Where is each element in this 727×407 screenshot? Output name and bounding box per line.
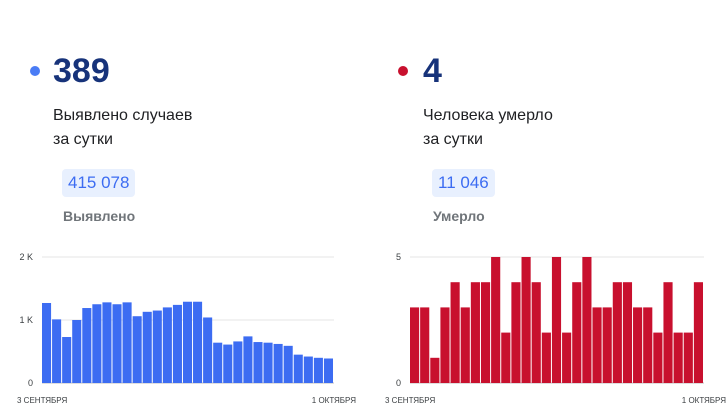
- deaths-bar[interactable]: [602, 307, 612, 383]
- cases-x-tick-label: 3 СЕНТЯБРЯ: [17, 396, 67, 405]
- cases-bar[interactable]: [273, 343, 283, 383]
- deaths-bar[interactable]: [582, 257, 592, 383]
- cases-description: Выявлено случаев за сутки: [53, 104, 192, 152]
- deaths-bar[interactable]: [633, 307, 643, 383]
- cases-panel: 389 Выявлено случаев за сутки 415 078 Вы…: [0, 0, 360, 407]
- deaths-panel: 4 Человека умерло за сутки 11 046 Умерло…: [370, 0, 727, 407]
- deaths-y-tick-label: 5: [396, 252, 401, 262]
- cases-bar[interactable]: [62, 337, 72, 383]
- cases-bar[interactable]: [243, 336, 253, 383]
- cases-bar[interactable]: [313, 357, 323, 383]
- cases-value: 389: [53, 52, 110, 90]
- deaths-description: Человека умерло за сутки: [423, 104, 553, 152]
- cases-y-tick-label: 1 K: [19, 315, 33, 325]
- cases-total-label: Выявлено: [63, 208, 136, 224]
- cases-bar[interactable]: [112, 304, 122, 383]
- cases-bar[interactable]: [283, 345, 293, 383]
- cases-bar[interactable]: [162, 307, 172, 383]
- deaths-dot-icon: [398, 66, 408, 76]
- deaths-y-tick-label: 0: [396, 378, 401, 388]
- cases-bar[interactable]: [182, 301, 193, 383]
- deaths-bar[interactable]: [521, 257, 531, 383]
- cases-bar[interactable]: [122, 302, 132, 383]
- deaths-bar[interactable]: [440, 307, 450, 383]
- cases-bar[interactable]: [213, 342, 223, 383]
- deaths-bar[interactable]: [491, 257, 501, 383]
- deaths-bar[interactable]: [460, 307, 470, 383]
- cases-chart: 0 1 K 2 K 3 СЕНТЯБРЯ 1 ОКТЯБРЯ: [17, 252, 356, 405]
- cases-bar[interactable]: [72, 320, 82, 383]
- deaths-x-tick-label: 1 ОКТЯБРЯ: [682, 396, 726, 405]
- cases-bar[interactable]: [172, 304, 182, 383]
- cases-bar[interactable]: [82, 308, 92, 383]
- cases-total: 415 078: [62, 169, 136, 197]
- cases-bar[interactable]: [233, 341, 243, 383]
- deaths-bar[interactable]: [663, 282, 673, 383]
- deaths-bar[interactable]: [592, 307, 602, 383]
- deaths-bar[interactable]: [511, 282, 521, 383]
- cases-y-tick-label: 2 K: [19, 252, 33, 262]
- cases-bar[interactable]: [323, 358, 333, 383]
- cases-bar[interactable]: [223, 344, 233, 383]
- deaths-bar[interactable]: [693, 282, 703, 383]
- deaths-bar[interactable]: [562, 332, 572, 383]
- cases-bar[interactable]: [102, 302, 112, 383]
- deaths-bar[interactable]: [470, 282, 480, 383]
- deaths-bar[interactable]: [420, 307, 430, 383]
- deaths-bar[interactable]: [653, 332, 663, 383]
- cases-dot-icon: [30, 66, 40, 76]
- cases-desc-line1: Выявлено случаев: [53, 107, 193, 124]
- deaths-bar[interactable]: [622, 282, 633, 383]
- deaths-x-tick-label: 3 СЕНТЯБРЯ: [385, 396, 435, 405]
- deaths-value: 4: [423, 52, 442, 90]
- cases-bar[interactable]: [293, 354, 303, 383]
- deaths-bar[interactable]: [572, 282, 582, 383]
- cases-x-tick-label: 1 ОКТЯБРЯ: [312, 396, 356, 405]
- deaths-bar[interactable]: [643, 307, 653, 383]
- cases-bar[interactable]: [152, 310, 162, 383]
- deaths-bar[interactable]: [501, 332, 511, 383]
- deaths-bar[interactable]: [551, 257, 562, 383]
- deaths-desc-line2: за сутки: [423, 131, 483, 148]
- deaths-total-label: Умерло: [433, 208, 485, 224]
- cases-y-tick-label: 0: [28, 378, 33, 388]
- cases-bar[interactable]: [132, 316, 142, 383]
- deaths-bar[interactable]: [541, 332, 551, 383]
- deaths-bar[interactable]: [683, 332, 693, 383]
- deaths-bar[interactable]: [430, 357, 440, 383]
- cases-bar[interactable]: [203, 317, 213, 383]
- cases-bar[interactable]: [52, 319, 62, 383]
- cases-bar[interactable]: [253, 342, 263, 383]
- cases-bar[interactable]: [303, 356, 313, 383]
- cases-bar[interactable]: [42, 302, 52, 383]
- cases-bar[interactable]: [263, 342, 273, 383]
- deaths-desc-line1: Человека умерло: [423, 107, 553, 124]
- cases-bar[interactable]: [142, 311, 152, 383]
- cases-bar[interactable]: [193, 301, 203, 383]
- deaths-total: 11 046: [432, 169, 495, 197]
- cases-bar[interactable]: [92, 304, 102, 383]
- deaths-bar[interactable]: [450, 282, 460, 383]
- cases-desc-line2: за сутки: [53, 131, 113, 148]
- deaths-bar[interactable]: [531, 282, 541, 383]
- deaths-bar[interactable]: [410, 307, 420, 383]
- deaths-bar[interactable]: [612, 282, 622, 383]
- deaths-chart: 0 5 3 СЕНТЯБРЯ 1 ОКТЯБРЯ: [385, 252, 726, 405]
- deaths-bar[interactable]: [480, 282, 491, 383]
- deaths-bar[interactable]: [673, 332, 683, 383]
